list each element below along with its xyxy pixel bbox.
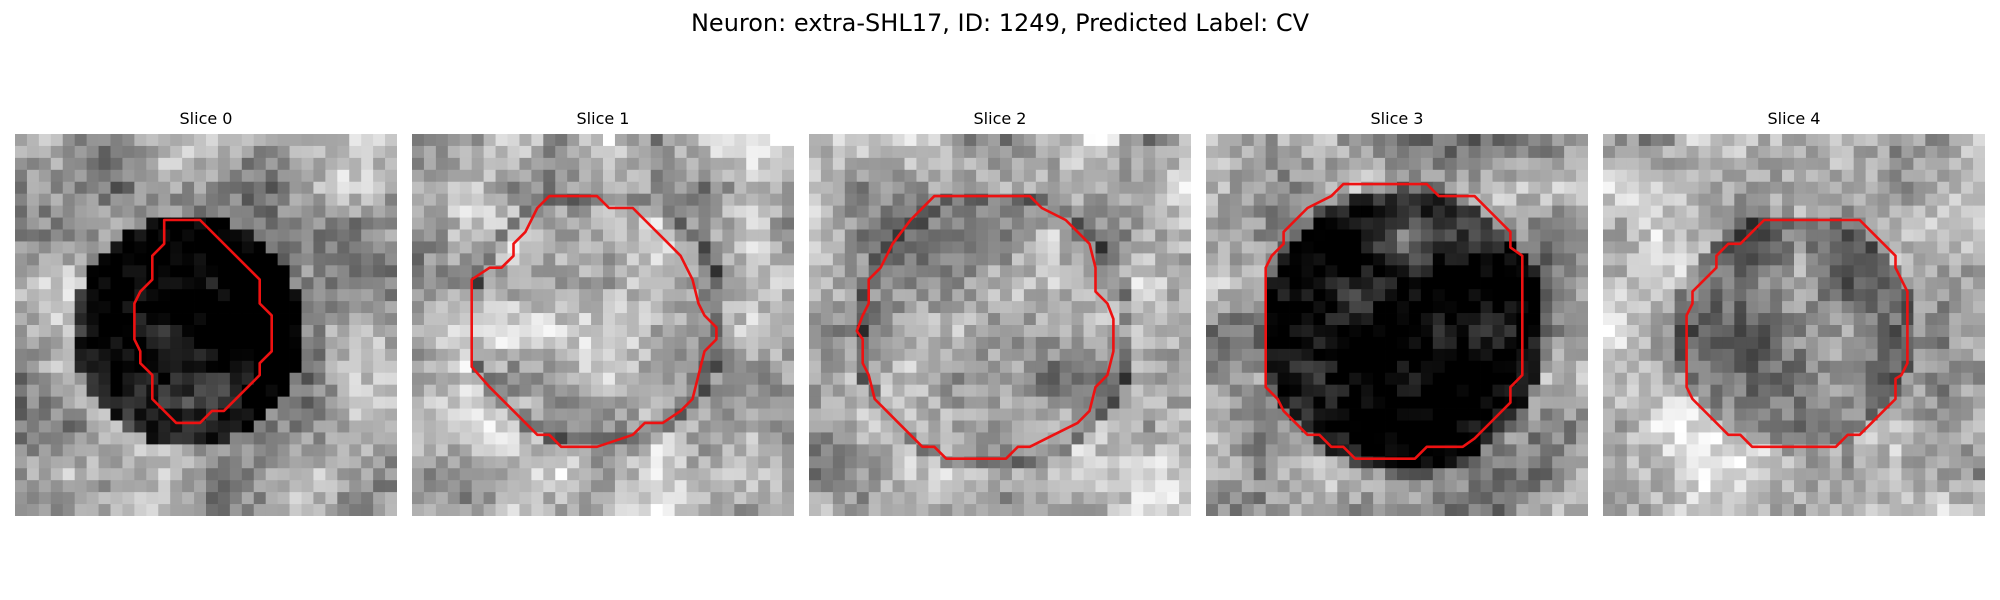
slice-title-4: Slice 4 bbox=[1767, 109, 1821, 128]
slice-panel-3: Slice 3 bbox=[1206, 109, 1588, 516]
segmentation-contour-1 bbox=[470, 194, 718, 449]
slice-panel-4: Slice 4 bbox=[1603, 109, 1985, 516]
slice-title-2: Slice 2 bbox=[973, 109, 1027, 128]
slice-image-1 bbox=[412, 134, 794, 516]
segmentation-contour-0 bbox=[133, 218, 274, 425]
segmentation-contour-3 bbox=[1264, 182, 1524, 461]
slice-panel-1: Slice 1 bbox=[412, 109, 794, 516]
slice-title-1: Slice 1 bbox=[576, 109, 630, 128]
slice-title-3: Slice 3 bbox=[1370, 109, 1424, 128]
slice-image-2 bbox=[809, 134, 1191, 516]
slice-title-0: Slice 0 bbox=[179, 109, 233, 128]
segmentation-contour-2 bbox=[855, 194, 1115, 461]
slice-panel-2: Slice 2 bbox=[809, 109, 1191, 516]
figure-title: Neuron: extra-SHL17, ID: 1249, Predicted… bbox=[690, 9, 1310, 37]
slice-panel-0: Slice 0 bbox=[15, 109, 397, 516]
slice-image-3 bbox=[1206, 134, 1588, 516]
segmentation-contour-4 bbox=[1685, 218, 1909, 449]
slice-image-0 bbox=[15, 134, 397, 516]
slice-image-4 bbox=[1603, 134, 1985, 516]
